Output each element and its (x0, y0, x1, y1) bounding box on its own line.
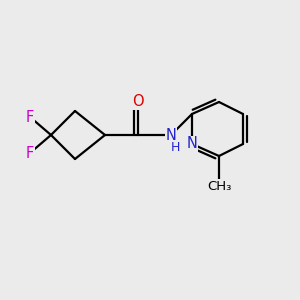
Text: CH₃: CH₃ (207, 179, 231, 193)
Text: O: O (132, 94, 144, 110)
Text: H: H (171, 141, 180, 154)
Text: N: N (166, 128, 176, 142)
Text: N: N (187, 136, 197, 152)
Text: F: F (26, 110, 34, 124)
Text: F: F (26, 146, 34, 160)
